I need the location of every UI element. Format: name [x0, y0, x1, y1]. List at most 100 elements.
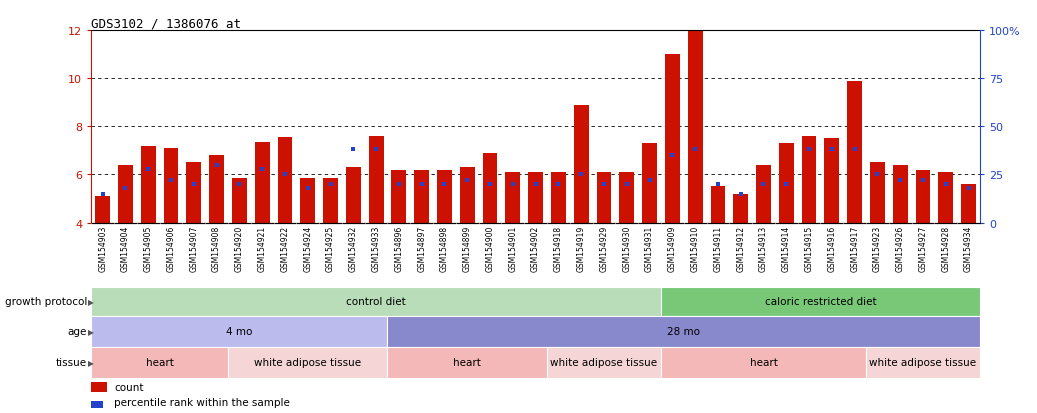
- Text: control diet: control diet: [346, 297, 405, 306]
- Text: ▶: ▶: [88, 358, 94, 367]
- Bar: [187, 163, 201, 223]
- Bar: [164, 149, 178, 223]
- Text: GSM154933: GSM154933: [371, 225, 381, 271]
- Text: tissue: tissue: [56, 357, 87, 368]
- Text: GSM154909: GSM154909: [668, 225, 677, 271]
- Text: GSM154906: GSM154906: [167, 225, 175, 271]
- Text: GSM154934: GSM154934: [964, 225, 973, 271]
- Bar: [91, 401, 104, 408]
- Bar: [301, 178, 315, 223]
- Text: GSM154921: GSM154921: [257, 225, 267, 271]
- Bar: [482, 153, 498, 223]
- Text: GSM154923: GSM154923: [873, 225, 881, 271]
- Bar: [824, 139, 839, 223]
- Text: GSM154914: GSM154914: [782, 225, 791, 271]
- Text: GSM154903: GSM154903: [99, 225, 107, 271]
- Bar: [596, 173, 612, 223]
- Text: GSM154924: GSM154924: [303, 225, 312, 271]
- Text: GSM154925: GSM154925: [326, 225, 335, 271]
- Bar: [573, 105, 589, 223]
- Bar: [141, 146, 156, 223]
- Text: GSM154902: GSM154902: [531, 225, 540, 271]
- Bar: [414, 170, 429, 223]
- Text: GSM154904: GSM154904: [121, 225, 130, 271]
- Text: ▶: ▶: [88, 297, 94, 306]
- Text: GDS3102 / 1386076_at: GDS3102 / 1386076_at: [91, 17, 242, 30]
- Bar: [228, 347, 388, 378]
- Bar: [619, 173, 635, 223]
- Bar: [866, 347, 980, 378]
- Bar: [642, 144, 657, 223]
- Bar: [91, 382, 107, 392]
- Text: GSM154918: GSM154918: [554, 225, 563, 271]
- Text: GSM154930: GSM154930: [622, 225, 632, 271]
- Text: GSM154900: GSM154900: [485, 225, 495, 271]
- Bar: [255, 142, 270, 223]
- Bar: [232, 178, 247, 223]
- Text: white adipose tissue: white adipose tissue: [254, 357, 361, 368]
- Text: GSM154912: GSM154912: [736, 225, 746, 271]
- Text: GSM154919: GSM154919: [577, 225, 586, 271]
- Text: GSM154917: GSM154917: [850, 225, 859, 271]
- Bar: [779, 144, 793, 223]
- Bar: [388, 347, 546, 378]
- Bar: [91, 287, 661, 316]
- Bar: [961, 185, 976, 223]
- Text: GSM154905: GSM154905: [144, 225, 152, 271]
- Text: GSM154926: GSM154926: [896, 225, 904, 271]
- Text: caloric restricted diet: caloric restricted diet: [764, 297, 876, 306]
- Bar: [369, 137, 384, 223]
- Bar: [551, 173, 566, 223]
- Text: GSM154928: GSM154928: [942, 225, 950, 271]
- Bar: [756, 165, 770, 223]
- Text: GSM154897: GSM154897: [417, 225, 426, 271]
- Bar: [91, 347, 228, 378]
- Text: ▶: ▶: [88, 327, 94, 336]
- Bar: [528, 173, 543, 223]
- Text: 4 mo: 4 mo: [226, 326, 253, 337]
- Text: GSM154911: GSM154911: [713, 225, 723, 271]
- Bar: [324, 178, 338, 223]
- Bar: [346, 168, 361, 223]
- Text: GSM154920: GSM154920: [234, 225, 244, 271]
- Bar: [733, 194, 748, 223]
- Bar: [505, 173, 521, 223]
- Bar: [437, 170, 452, 223]
- Text: GSM154916: GSM154916: [828, 225, 837, 271]
- Bar: [546, 347, 661, 378]
- Text: GSM154899: GSM154899: [463, 225, 472, 271]
- Text: white adipose tissue: white adipose tissue: [551, 357, 657, 368]
- Text: 28 mo: 28 mo: [667, 326, 700, 337]
- Bar: [459, 168, 475, 223]
- Bar: [209, 156, 224, 223]
- Text: count: count: [114, 382, 144, 392]
- Bar: [870, 163, 885, 223]
- Bar: [95, 197, 110, 223]
- Text: heart: heart: [453, 357, 481, 368]
- Text: GSM154898: GSM154898: [440, 225, 449, 271]
- Bar: [388, 316, 980, 347]
- Bar: [802, 137, 816, 223]
- Bar: [661, 287, 980, 316]
- Text: GSM154908: GSM154908: [213, 225, 221, 271]
- Text: GSM154922: GSM154922: [280, 225, 289, 271]
- Bar: [91, 316, 388, 347]
- Text: GSM154910: GSM154910: [691, 225, 700, 271]
- Text: heart: heart: [750, 357, 778, 368]
- Text: GSM154931: GSM154931: [645, 225, 654, 271]
- Bar: [118, 165, 133, 223]
- Text: heart: heart: [145, 357, 173, 368]
- Text: GSM154915: GSM154915: [805, 225, 814, 271]
- Text: age: age: [67, 326, 87, 337]
- Bar: [661, 347, 866, 378]
- Text: GSM154932: GSM154932: [348, 225, 358, 271]
- Bar: [392, 170, 407, 223]
- Text: GSM154927: GSM154927: [919, 225, 927, 271]
- Text: GSM154896: GSM154896: [394, 225, 403, 271]
- Text: percentile rank within the sample: percentile rank within the sample: [114, 397, 290, 408]
- Bar: [710, 187, 725, 223]
- Bar: [938, 173, 953, 223]
- Text: growth protocol: growth protocol: [5, 297, 87, 306]
- Text: GSM154929: GSM154929: [599, 225, 609, 271]
- Bar: [916, 170, 930, 223]
